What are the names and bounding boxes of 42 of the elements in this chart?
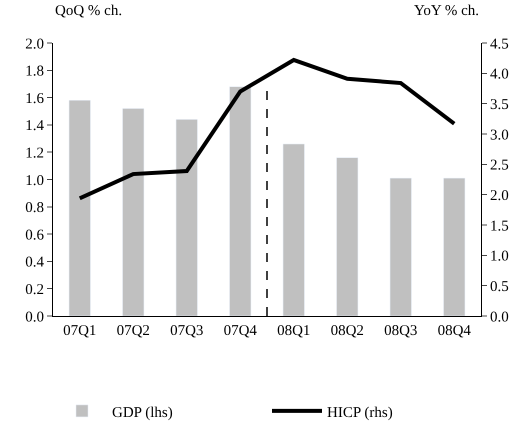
y2-tick-label: 0.5	[490, 278, 509, 295]
y-tick-label: 0.4	[25, 254, 44, 271]
bar	[282, 144, 305, 316]
y-axis-title: QoQ % ch.	[55, 3, 122, 19]
x-tick-label: 07Q2	[116, 323, 150, 339]
x-tick-label: 08Q3	[384, 323, 418, 339]
y-tick-label: 1.4	[25, 118, 44, 134]
y2-tick-label: 4.5	[490, 36, 509, 52]
bar	[68, 100, 91, 316]
y2-tick-label: 0.0	[490, 309, 509, 326]
y-tick-label: 1.0	[25, 172, 44, 189]
bar	[122, 108, 144, 316]
y-tick-label: 1.8	[25, 64, 44, 80]
y-tick-label: 0.6	[25, 227, 44, 244]
y-tick-label: 1.2	[25, 145, 44, 162]
legend-label: GDP (lhs)	[112, 404, 173, 421]
bar	[229, 86, 252, 316]
bar	[390, 178, 412, 316]
y2-tick-label: 3.5	[490, 96, 509, 113]
y2-tick-label: 4.0	[490, 66, 509, 83]
line-series	[78, 58, 456, 200]
y-tick-label: 1.6	[25, 90, 44, 107]
y2-tick-label: 1.5	[490, 218, 509, 234]
y2-tick-label: 2.0	[490, 188, 509, 204]
x-tick-label: 07Q1	[63, 323, 96, 339]
bar	[336, 157, 358, 316]
y2-tick-label: 2.5	[490, 158, 509, 174]
y-tick-label: 0.0	[25, 309, 44, 326]
x-tick-label: 07Q4	[224, 323, 258, 339]
y2-tick-label: 3.0	[490, 127, 509, 144]
legend-label: HICP (rhs)	[327, 404, 393, 421]
y-tick-label: 0.8	[25, 200, 44, 216]
y-tick-label: 2.0	[25, 36, 44, 52]
bar	[443, 178, 466, 316]
x-tick-label: 08Q2	[330, 323, 364, 339]
y2-tick-label: 1.0	[490, 248, 509, 265]
x-tick-label: 07Q3	[170, 323, 204, 339]
y2-axis-title: YoY % ch.	[414, 3, 480, 19]
x-tick-label: 08Q1	[277, 323, 310, 339]
x-tick-label: 08Q4	[438, 323, 472, 339]
y-tick-label: 0.2	[25, 282, 44, 298]
bar	[176, 119, 198, 316]
